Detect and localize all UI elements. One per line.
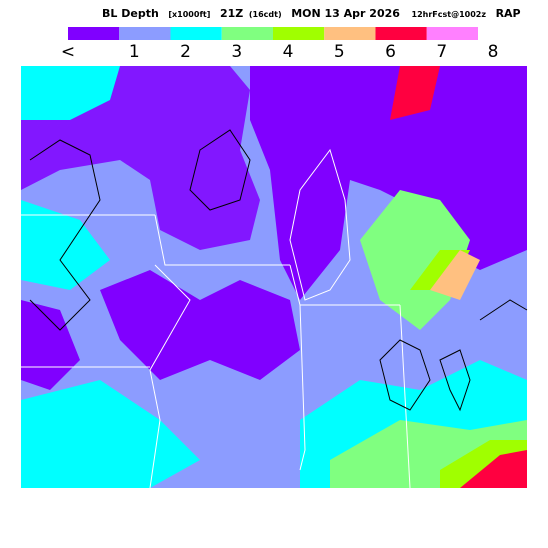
legend-swatch [170,27,222,40]
legend-label: 4 [283,42,294,62]
legend-swatch [273,27,325,40]
title-main: BL Depth [102,7,159,20]
legend-label: 3 [231,42,242,62]
green-area [360,190,470,330]
red-area [390,66,440,120]
title-date: MON 13 Apr 2026 [291,7,400,20]
legend-label: 2 [180,42,191,62]
legend-label: 8 [488,42,499,62]
cyan-area [21,380,200,488]
cyan-area [21,200,110,290]
legend-label: 1 [129,42,140,62]
title-local: (16cdt) [249,10,282,19]
legend-swatch [426,27,478,40]
orange-area [430,250,480,300]
red-area [460,450,527,488]
legend-swatch [119,27,171,40]
legend-swatch [324,27,376,40]
legend-label: 6 [385,42,396,62]
title-time: 21Z [220,7,243,20]
legend-swatch [221,27,273,40]
legend-swatch [375,27,427,40]
title: BL Depth [x1000ft] 21Z (16cdt) MON 13 Ap… [102,4,521,23]
state-borders [21,148,411,489]
legend-label: 7 [436,42,447,62]
title-units: [x1000ft] [168,10,210,19]
legend-swatch [68,27,120,40]
map [21,66,528,489]
legend-label: 5 [334,42,345,62]
purple-area [100,270,300,380]
legend: <1 2 3 4 5 6 7 8 [61,27,499,62]
title-model: RAP [496,7,521,20]
legend-label: < [61,42,75,62]
cyan-area [21,66,120,120]
contours [29,129,528,412]
title-forecast: 12hrFcst@1002z [412,10,487,19]
